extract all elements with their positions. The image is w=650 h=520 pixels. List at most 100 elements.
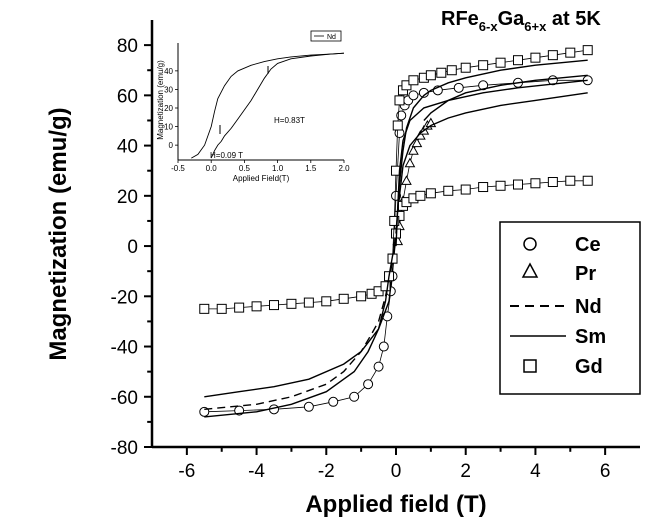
legend-marker-pr [521, 262, 539, 278]
main-point-gd [394, 210, 405, 221]
main-x-tick-label: -2 [318, 461, 335, 482]
main-point-gd [373, 286, 384, 297]
main-point-ce [363, 379, 374, 390]
title-part-sub2: 6+x [524, 19, 547, 34]
main-point-gd [582, 175, 593, 186]
main-point-branch-5 [408, 75, 419, 86]
main-point-gd [460, 184, 471, 195]
legend-label-nd: Nd [575, 296, 602, 318]
main-point-branch-5 [392, 120, 403, 131]
main-series-branch-9-line [395, 79, 588, 247]
main-x-tick-label: -4 [248, 461, 265, 482]
main-point-branch-5 [530, 52, 541, 63]
main-point-gd [478, 182, 489, 193]
main-point-gd [286, 298, 297, 309]
main-point-gd [565, 175, 576, 186]
main-point-branch-5 [389, 215, 400, 226]
inset-x-tick-label: -0.5 [171, 164, 185, 173]
main-point-ce [408, 90, 419, 101]
main-x-tick-label: 6 [600, 461, 611, 482]
legend-label-gd: Gd [575, 356, 603, 378]
inset-chart: -0.5 0.0 0.5 1.0 1.5 2.0 0 10 20 30 40 Applied Fie… [156, 30, 350, 183]
inset-y-axis-title: Magnetization (emu/g) [156, 60, 165, 140]
main-point-branch-5 [394, 95, 405, 106]
main-legend: Ce Pr Nd Sm Gd [499, 221, 641, 395]
legend-marker-ce [523, 237, 537, 251]
inset-series-nd-line [191, 52, 345, 159]
main-point-gd [443, 185, 454, 196]
main-chart-title: RFe6-xGa6+x at 5K [441, 8, 601, 34]
legend-marker-gd [523, 359, 537, 373]
main-series-branch-6-line [395, 59, 588, 234]
main-point-branch-5 [513, 55, 523, 66]
inset-y-tick-label: 10 [164, 123, 173, 132]
main-y-tick-label: 60 [117, 86, 138, 107]
title-part-sub1: 6-x [479, 19, 499, 34]
main-point-ce [328, 396, 339, 407]
main-x-tick-label: 0 [391, 461, 402, 482]
inset-x-tick-label: 2.0 [338, 164, 350, 173]
main-point-gd [547, 177, 558, 188]
inset-x-axis-title: Applied Field(T) [233, 174, 290, 183]
inset-x-tick-label: 0.0 [206, 164, 218, 173]
inset-y-tick-label: 20 [164, 104, 173, 113]
main-point-gd [495, 180, 506, 191]
inset-x-tick-label: 0.5 [239, 164, 251, 173]
inset-annotation-h083: H=0.83T [274, 116, 305, 125]
main-point-branch-5 [425, 70, 436, 81]
inset-annotation-h009: H=0.09 T [210, 151, 243, 160]
main-y-tick-label: 20 [117, 187, 138, 208]
main-point-gd [199, 303, 210, 314]
main-point-branch-5 [436, 67, 447, 78]
main-point-branch-5 [495, 57, 506, 68]
title-part-mid: Ga [498, 8, 526, 30]
main-point-gd [380, 281, 391, 292]
main-point-gd [356, 291, 367, 302]
title-part-base: RFe [441, 8, 479, 30]
legend-label-sm: Sm [575, 326, 606, 348]
inset-legend-label-nd: Nd [327, 34, 336, 41]
main-point-gd [415, 190, 426, 201]
inset-x-tick-label: 1.5 [305, 164, 317, 173]
main-point-gd [513, 179, 523, 190]
main-x-tick-label: -6 [178, 461, 195, 482]
main-point-pr [411, 137, 423, 148]
inset-y-tick-label: 30 [164, 85, 173, 94]
main-y-tick-label: 80 [117, 36, 138, 57]
main-point-gd [425, 188, 436, 199]
main-point-gd [530, 178, 541, 189]
main-point-gd [251, 301, 262, 312]
main-y-tick-label: -40 [111, 338, 138, 359]
inset-y-tick-label: 40 [164, 67, 173, 76]
main-point-branch-5 [446, 65, 457, 76]
main-point-gd [303, 297, 314, 308]
main-series-branch-8-line [423, 74, 588, 121]
main-point-ce [453, 82, 464, 93]
main-point-branch-5 [565, 47, 576, 58]
main-point-gd [234, 302, 245, 313]
title-part-tail: at 5K [546, 8, 601, 30]
main-point-branch-5 [478, 60, 489, 71]
main-y-tick-label: 0 [127, 237, 138, 258]
legend-label-pr: Pr [575, 263, 596, 285]
inset-legend-box [310, 30, 342, 42]
main-point-gd [321, 296, 332, 307]
main-point-ce [349, 391, 360, 402]
main-series-branch-7-line [204, 240, 397, 418]
main-point-ce [373, 361, 384, 372]
main-x-axis-title: Applied field (T) [305, 491, 486, 518]
inset-y-tick-label: 0 [169, 141, 174, 150]
main-x-tick-label: 4 [530, 461, 541, 482]
main-point-branch-5 [460, 62, 471, 73]
inset-series-branch-1-line [210, 52, 345, 159]
main-y-tick-label: 40 [117, 137, 138, 158]
main-point-pr [404, 157, 416, 168]
main-point-pr [401, 175, 412, 185]
main-point-branch-5 [401, 80, 412, 91]
main-point-gd [338, 293, 349, 304]
main-point-ce [378, 341, 389, 352]
main-point-gd [216, 303, 227, 314]
main-point-ce [478, 80, 489, 91]
